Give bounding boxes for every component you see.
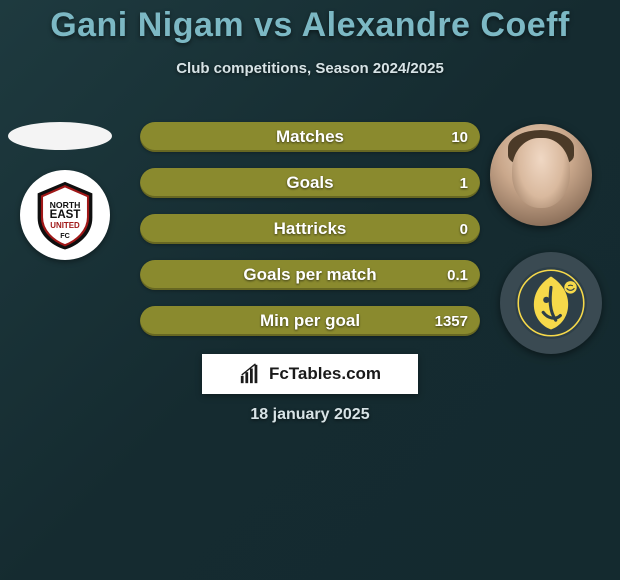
kerala-blasters-icon — [512, 264, 590, 342]
stat-bar: Goals per match 0.1 — [140, 260, 480, 290]
player-left-avatar — [8, 122, 112, 150]
stat-bar-group: Matches 10 Goals 1 Hattricks 0 Goals per… — [140, 122, 480, 352]
svg-text:UNITED: UNITED — [50, 221, 80, 230]
stat-label: Goals — [140, 168, 480, 198]
comparison-infographic: Gani Nigam vs Alexandre Coeff Club compe… — [0, 0, 620, 580]
stat-label: Goals per match — [140, 260, 480, 290]
svg-text:FC: FC — [60, 231, 70, 240]
stat-bar: Goals 1 — [140, 168, 480, 198]
stat-label: Min per goal — [140, 306, 480, 336]
stat-bar: Matches 10 — [140, 122, 480, 152]
date-stamp: 18 january 2025 — [0, 406, 620, 424]
stat-bar: Hattricks 0 — [140, 214, 480, 244]
brand-text: FcTables.com — [269, 364, 381, 384]
svg-text:EAST: EAST — [50, 209, 81, 221]
stat-value-right: 10 — [451, 122, 468, 152]
stat-value-right: 0.1 — [447, 260, 468, 290]
stat-value-right: 1357 — [435, 306, 468, 336]
stat-bar: Min per goal 1357 — [140, 306, 480, 336]
northeast-united-icon: NORTH EAST UNITED FC — [29, 179, 101, 251]
page-subtitle: Club competitions, Season 2024/2025 — [0, 60, 620, 77]
player-right-avatar — [490, 124, 592, 226]
stat-label: Matches — [140, 122, 480, 152]
bar-chart-icon — [239, 363, 261, 385]
stat-label: Hattricks — [140, 214, 480, 244]
stat-value-right: 1 — [460, 168, 468, 198]
club-right-logo — [500, 252, 602, 354]
stat-value-right: 0 — [460, 214, 468, 244]
club-left-logo: NORTH EAST UNITED FC — [20, 170, 110, 260]
brand-badge: FcTables.com — [202, 354, 418, 394]
page-title: Gani Nigam vs Alexandre Coeff — [0, 6, 620, 45]
